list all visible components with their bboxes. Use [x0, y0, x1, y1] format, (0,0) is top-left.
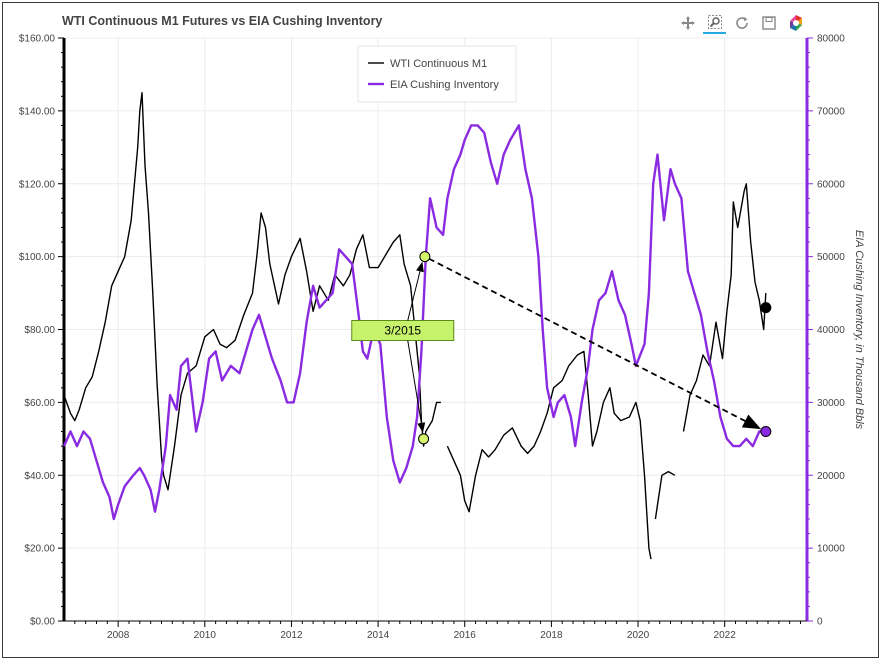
- y-right-tick-label: 0: [817, 617, 823, 628]
- annotation-box: [351, 320, 455, 341]
- point-marker-1: [418, 433, 430, 445]
- toolbar: [676, 12, 807, 36]
- axes: $0.00 $20.00 $40.00 $60.00 $80.00 $100.00 $120…: [19, 34, 845, 642]
- series-layer: [62, 91, 767, 560]
- x-tick-label: 2016: [454, 630, 477, 641]
- pan-arrows-icon: [680, 16, 695, 30]
- x-tick-label: 2008: [107, 630, 130, 641]
- y-right-tick-label: 50000: [817, 252, 845, 263]
- floppy-disk-icon: [761, 16, 776, 30]
- x-tick-label: 2010: [194, 630, 217, 641]
- y-left-tick-label: $120.00: [19, 179, 56, 190]
- x-tick-label: 2018: [540, 630, 563, 641]
- save-tool-button[interactable]: [757, 12, 780, 34]
- point-marker-0: [419, 251, 431, 263]
- legend-label-0: WTI Continuous M1: [390, 58, 487, 70]
- pan-tool-button[interactable]: [676, 12, 699, 34]
- wti-series-line: [682, 183, 767, 432]
- y-left-tick-label: $80.00: [24, 325, 55, 336]
- y-right-tick-label: 40000: [817, 325, 845, 336]
- marker-layer: [418, 251, 772, 445]
- y-left-tick-label: $160.00: [19, 34, 56, 45]
- x-tick-label: 2014: [367, 630, 390, 641]
- bokeh-logo-button[interactable]: [784, 12, 807, 34]
- reset-tool-button[interactable]: [730, 12, 753, 34]
- y-right-axis-label: EIA Cushing Inventory, in Thousand Bbls: [853, 230, 865, 430]
- x-tick-label: 2020: [627, 630, 650, 641]
- y-left-tick-label: $100.00: [19, 252, 56, 263]
- x-tick-label: 2022: [714, 630, 737, 641]
- y-left-tick-label: $0.00: [30, 617, 55, 628]
- annotation-arrow-up: [407, 261, 424, 321]
- legend-box: [357, 45, 517, 103]
- y-right-tick-label: 60000: [817, 179, 845, 190]
- y-right-tick-label: 80000: [817, 34, 845, 45]
- y-right-tick-label: 20000: [817, 471, 845, 482]
- trend-dashed-arrow: [428, 257, 762, 430]
- wti-series-line: [654, 470, 676, 520]
- bokeh-logo-icon: [789, 15, 802, 31]
- point-marker-3: [760, 426, 772, 438]
- cushing-series-line: [62, 124, 766, 521]
- y-right-tick-label: 70000: [817, 106, 845, 117]
- annotation-arrow-down: [407, 340, 426, 433]
- magnifier-icon: [707, 15, 722, 29]
- y-left-tick-label: $20.00: [24, 544, 55, 555]
- legend-label-1: EIA Cushing Inventory: [390, 79, 499, 91]
- wti-series-line: [446, 350, 652, 560]
- y-left-tick-label: $40.00: [24, 471, 55, 482]
- y-left-tick-label: $140.00: [19, 106, 56, 117]
- x-tick-label: 2012: [280, 630, 303, 641]
- reset-arrows-icon: [735, 17, 748, 29]
- legend: WTI Continuous M1 EIA Cushing Inventory: [357, 45, 517, 103]
- y-right-tick-label: 10000: [817, 544, 845, 555]
- box-zoom-tool-button[interactable]: [703, 12, 726, 34]
- y-left-tick-label: $60.00: [24, 398, 55, 409]
- point-marker-2: [760, 302, 772, 314]
- chart-title: WTI Continuous M1 Futures vs EIA Cushing…: [62, 14, 383, 28]
- wti-series-line: [63, 91, 441, 491]
- y-right-tick-label: 30000: [817, 398, 845, 409]
- annotation-label: 3/2015: [384, 324, 421, 338]
- annotation-layer: 3/2015: [351, 257, 762, 433]
- grid: [64, 37, 807, 622]
